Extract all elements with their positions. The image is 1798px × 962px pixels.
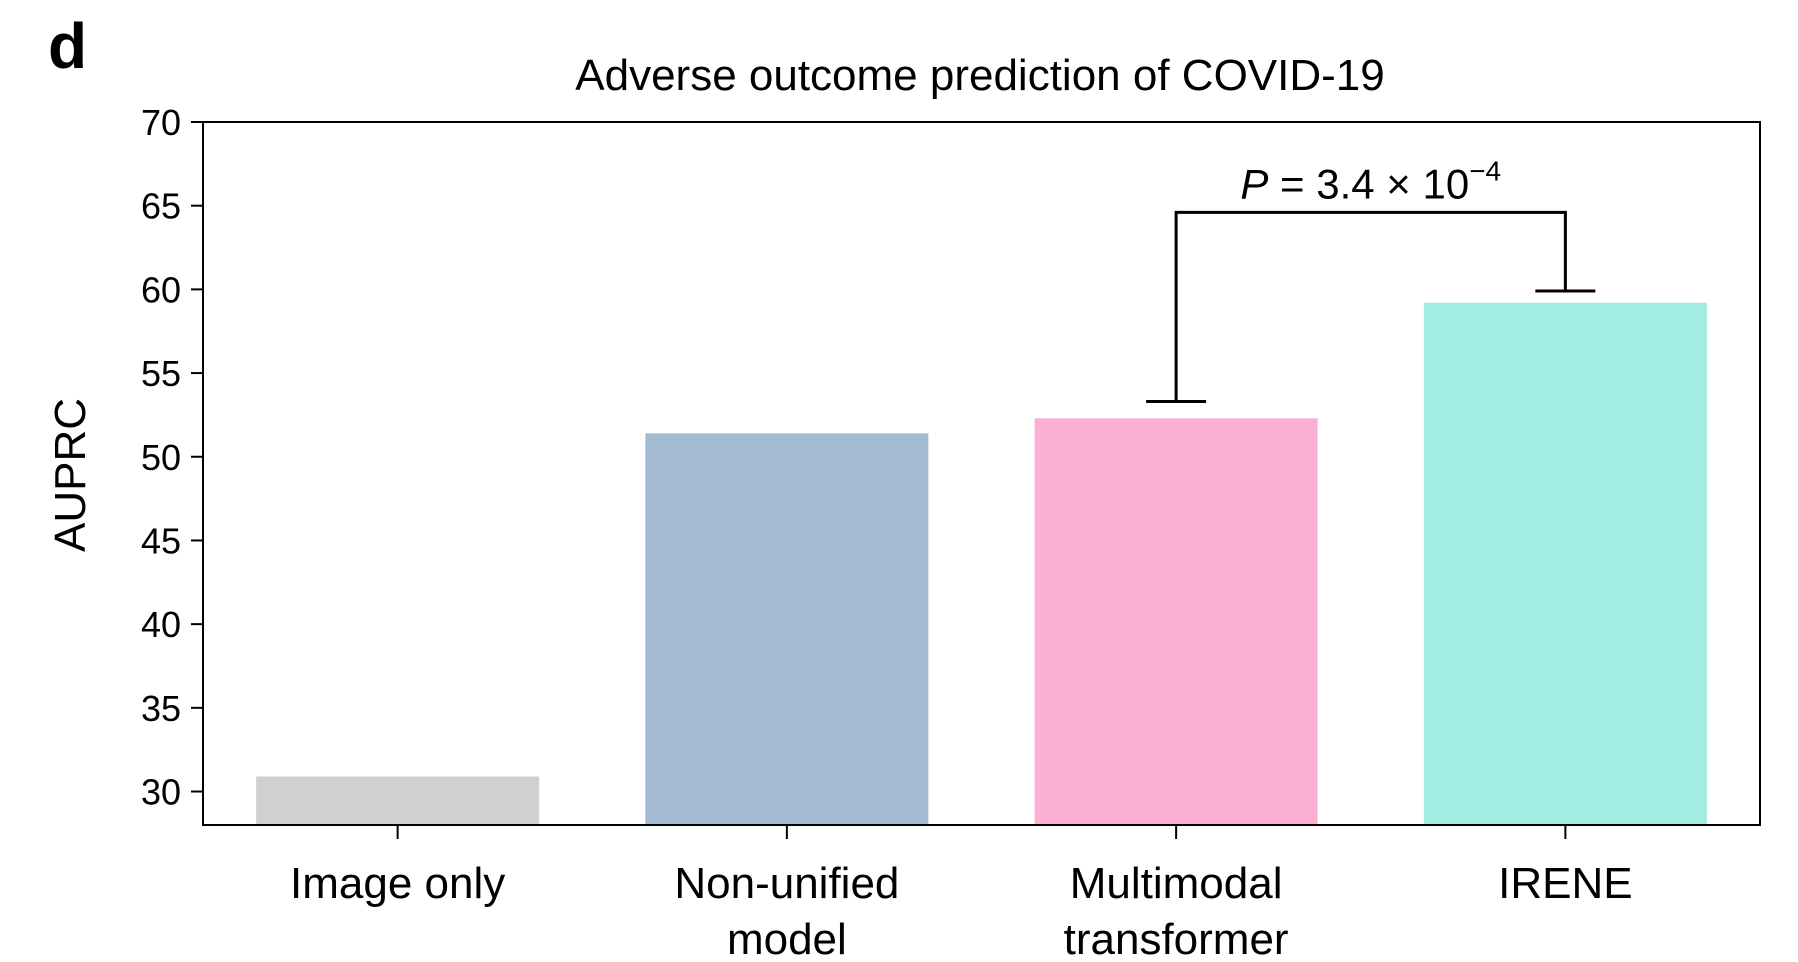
- x-tick-label: Image only: [290, 859, 505, 908]
- p-value-label: P = 3.4 × 10−4: [1240, 155, 1501, 207]
- y-tick-label: 45: [141, 520, 181, 561]
- x-tick-label: transformer: [1064, 915, 1289, 962]
- significance-bracket: P = 3.4 × 10−4: [1146, 155, 1596, 404]
- x-axis: Image only Non-unified model Multimodal tran…: [290, 825, 1633, 962]
- bracket-line: [1174, 210, 1567, 402]
- bars-layer: [256, 302, 1707, 825]
- y-tick-label: 50: [141, 437, 181, 478]
- p-value-exponent: −4: [1469, 155, 1501, 186]
- y-tick-label: 55: [141, 353, 181, 394]
- x-tick-label: model: [727, 915, 847, 962]
- bar-1: [645, 433, 929, 825]
- y-tick-label: 70: [141, 102, 181, 143]
- y-tick-label: 30: [141, 772, 181, 813]
- x-tick-label: Non-unified: [674, 859, 899, 908]
- x-tick-label: Multimodal: [1070, 859, 1283, 908]
- bar-3: [1423, 302, 1707, 825]
- panel-label: d: [48, 10, 87, 82]
- y-tick-label: 35: [141, 688, 181, 729]
- y-tick-label: 40: [141, 604, 181, 645]
- bar-2: [1034, 418, 1318, 825]
- p-symbol: P: [1240, 160, 1268, 207]
- plot-frame: [202, 121, 1761, 826]
- p-value-text: = 3.4 × 10: [1268, 160, 1469, 207]
- y-axis-label: AUPRC: [46, 398, 95, 552]
- x-tick-label: IRENE: [1498, 859, 1632, 908]
- y-tick-label: 60: [141, 269, 181, 310]
- chart-title: Adverse outcome prediction of COVID-19: [575, 51, 1385, 100]
- bar-0: [256, 776, 540, 825]
- y-axis: 30 35 40 45 50 55 60 65 70: [141, 102, 203, 813]
- y-tick-label: 65: [141, 186, 181, 227]
